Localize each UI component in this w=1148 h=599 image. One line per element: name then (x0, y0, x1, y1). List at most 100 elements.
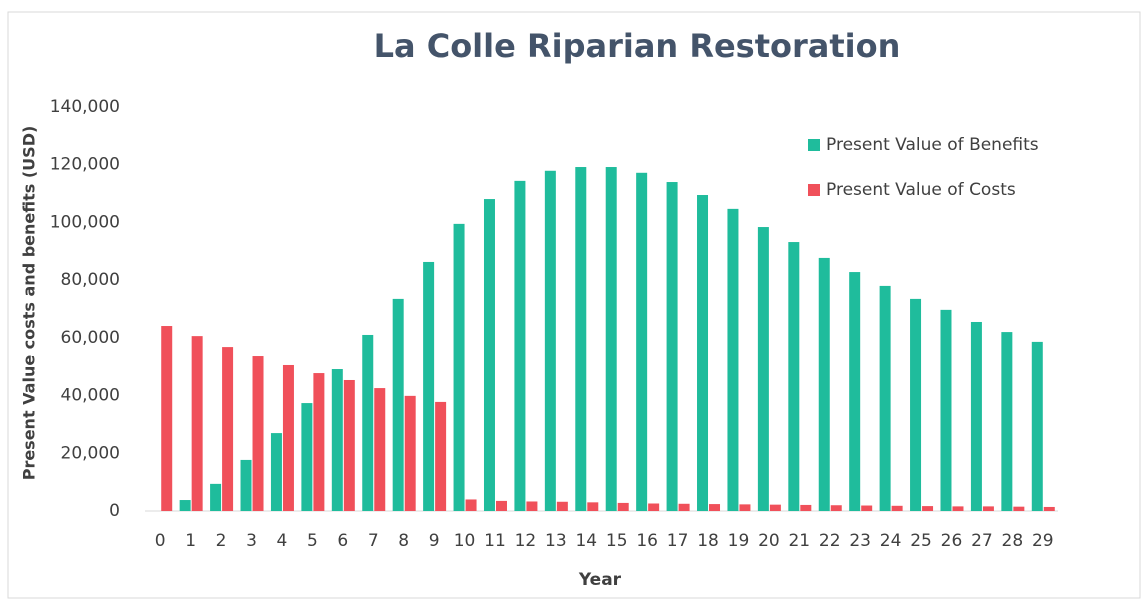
x-tick-label: 0 (155, 531, 166, 551)
bar (709, 504, 721, 511)
x-tick-label: 19 (728, 531, 750, 551)
bar (301, 403, 313, 511)
x-tick-label: 11 (484, 531, 506, 551)
bar (404, 395, 416, 511)
x-tick-label: 14 (575, 531, 597, 551)
bar (666, 182, 678, 511)
bar (222, 347, 234, 511)
bar (191, 336, 203, 511)
x-tick-label: 8 (398, 531, 409, 551)
bar (727, 208, 739, 511)
x-tick-label: 26 (941, 531, 963, 551)
bar (788, 242, 800, 511)
y-tick-label: 20,000 (61, 443, 120, 463)
bar (374, 388, 386, 511)
bar (392, 298, 404, 511)
bar (252, 356, 264, 511)
y-tick-label: 140,000 (50, 97, 120, 117)
x-tick-label: 28 (1002, 531, 1024, 551)
bar (495, 500, 507, 511)
x-tick-label: 10 (454, 531, 476, 551)
x-tick-label: 29 (1032, 531, 1054, 551)
y-tick-label: 0 (109, 501, 120, 521)
bar (313, 373, 325, 511)
bar (587, 502, 599, 511)
y-tick-label: 100,000 (50, 212, 120, 232)
bar (697, 195, 709, 511)
x-tick-label: 15 (606, 531, 628, 551)
x-tick-label: 18 (697, 531, 719, 551)
x-tick-label: 9 (429, 531, 440, 551)
x-tick-label: 13 (545, 531, 567, 551)
bar (891, 505, 903, 511)
y-tick-label: 40,000 (61, 386, 120, 406)
x-tick-label: 17 (667, 531, 689, 551)
bar (270, 433, 282, 511)
bar (1031, 341, 1043, 511)
y-tick-label: 60,000 (61, 328, 120, 348)
x-tick-label: 27 (971, 531, 993, 551)
x-tick-label: 24 (880, 531, 902, 551)
bar (161, 326, 173, 511)
bar (240, 459, 252, 511)
x-tick-label: 25 (910, 531, 932, 551)
bar (210, 483, 222, 511)
y-tick-label: 80,000 (61, 270, 120, 290)
bar (544, 170, 556, 511)
bar (556, 501, 568, 511)
legend-label: Present Value of Costs (826, 180, 1016, 200)
legend-label: Present Value of Benefits (826, 135, 1039, 155)
bar (757, 227, 769, 511)
y-tick-label: 120,000 (50, 155, 120, 175)
x-tick-label: 1 (185, 531, 196, 551)
x-tick-label: 12 (515, 531, 537, 551)
bar (605, 167, 617, 511)
bar (678, 503, 690, 511)
x-tick-label: 3 (246, 531, 257, 551)
bar (648, 503, 660, 511)
bar (483, 199, 495, 511)
x-tick-label: 5 (307, 531, 318, 551)
bar (1043, 506, 1055, 511)
bar (861, 505, 873, 511)
bar (922, 506, 934, 511)
bar (282, 364, 294, 511)
x-tick-label: 20 (758, 531, 780, 551)
bar (343, 379, 355, 511)
x-tick-label: 6 (337, 531, 348, 551)
x-tick-label: 4 (277, 531, 288, 551)
bar (830, 505, 842, 511)
bar (800, 504, 812, 511)
bar (423, 261, 435, 511)
x-tick-label: 23 (849, 531, 871, 551)
bar (940, 309, 952, 511)
x-tick-label: 22 (819, 531, 841, 551)
bar (879, 285, 891, 511)
bar (331, 369, 343, 511)
chart-title: La Colle Riparian Restoration (374, 27, 901, 65)
bar (575, 167, 587, 511)
bar (1013, 506, 1025, 511)
bar (1001, 332, 1013, 511)
bar (453, 223, 465, 511)
legend-swatch (808, 139, 820, 151)
bar (526, 501, 538, 511)
bar (617, 502, 629, 511)
bar (465, 499, 477, 511)
bar (739, 504, 751, 511)
bar (970, 321, 982, 511)
bar (982, 506, 994, 511)
bar (435, 401, 447, 511)
x-tick-label: 2 (216, 531, 227, 551)
bar (818, 257, 830, 511)
bar (636, 172, 648, 511)
bar (514, 180, 526, 512)
chart-border (7, 11, 1141, 599)
y-axis-label: Present Value costs and benefits (USD) (20, 126, 39, 481)
bar (179, 500, 191, 511)
x-axis-label: Year (578, 570, 622, 590)
bar (362, 334, 374, 511)
legend-swatch (808, 184, 820, 196)
bar (769, 504, 781, 511)
